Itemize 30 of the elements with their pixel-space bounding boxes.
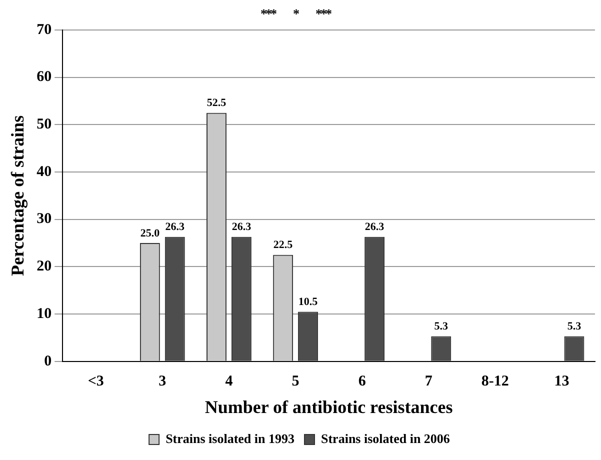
y-tick-label: 20 xyxy=(36,258,52,275)
x-tick-label: <3 xyxy=(88,373,104,390)
x-tick-label: 3 xyxy=(158,373,166,390)
data-label: 26.3 xyxy=(364,221,385,234)
data-label: 52.5 xyxy=(206,97,227,110)
y-axis-title: Percentage of strains xyxy=(7,115,28,276)
x-tick-label: 8-12 xyxy=(481,373,509,390)
y-tick-label: 10 xyxy=(36,306,52,322)
data-label: 10.5 xyxy=(298,296,318,308)
text: *** * *** xyxy=(260,6,331,22)
x-tick-label: 4 xyxy=(225,373,234,390)
x-tick-label: 5 xyxy=(292,373,300,390)
data-label: 26.3 xyxy=(232,221,252,234)
x-tick-label: 13 xyxy=(554,373,570,390)
y-tick-label: 40 xyxy=(36,164,52,180)
y-tick-label: 50 xyxy=(36,116,52,133)
x-tick-label: 7 xyxy=(424,373,433,390)
y-tick-label: 60 xyxy=(36,69,52,86)
y-tick-label: 70 xyxy=(36,22,52,38)
data-label: 22.5 xyxy=(273,239,294,252)
data-label: 5.3 xyxy=(434,320,448,333)
y-tick-label: 0 xyxy=(44,353,52,370)
legend-label: Strains isolated in 1993 xyxy=(166,430,295,446)
x-axis-title: Number of antibiotic resistances xyxy=(204,396,453,417)
legend-label: Strains isolated in 2006 xyxy=(321,430,450,446)
x-tick-label: 6 xyxy=(358,373,366,390)
data-label: 25.0 xyxy=(140,227,160,240)
y-tick-label: 30 xyxy=(36,211,52,228)
data-label: 26.3 xyxy=(165,221,186,234)
data-label: 5.3 xyxy=(567,320,582,333)
